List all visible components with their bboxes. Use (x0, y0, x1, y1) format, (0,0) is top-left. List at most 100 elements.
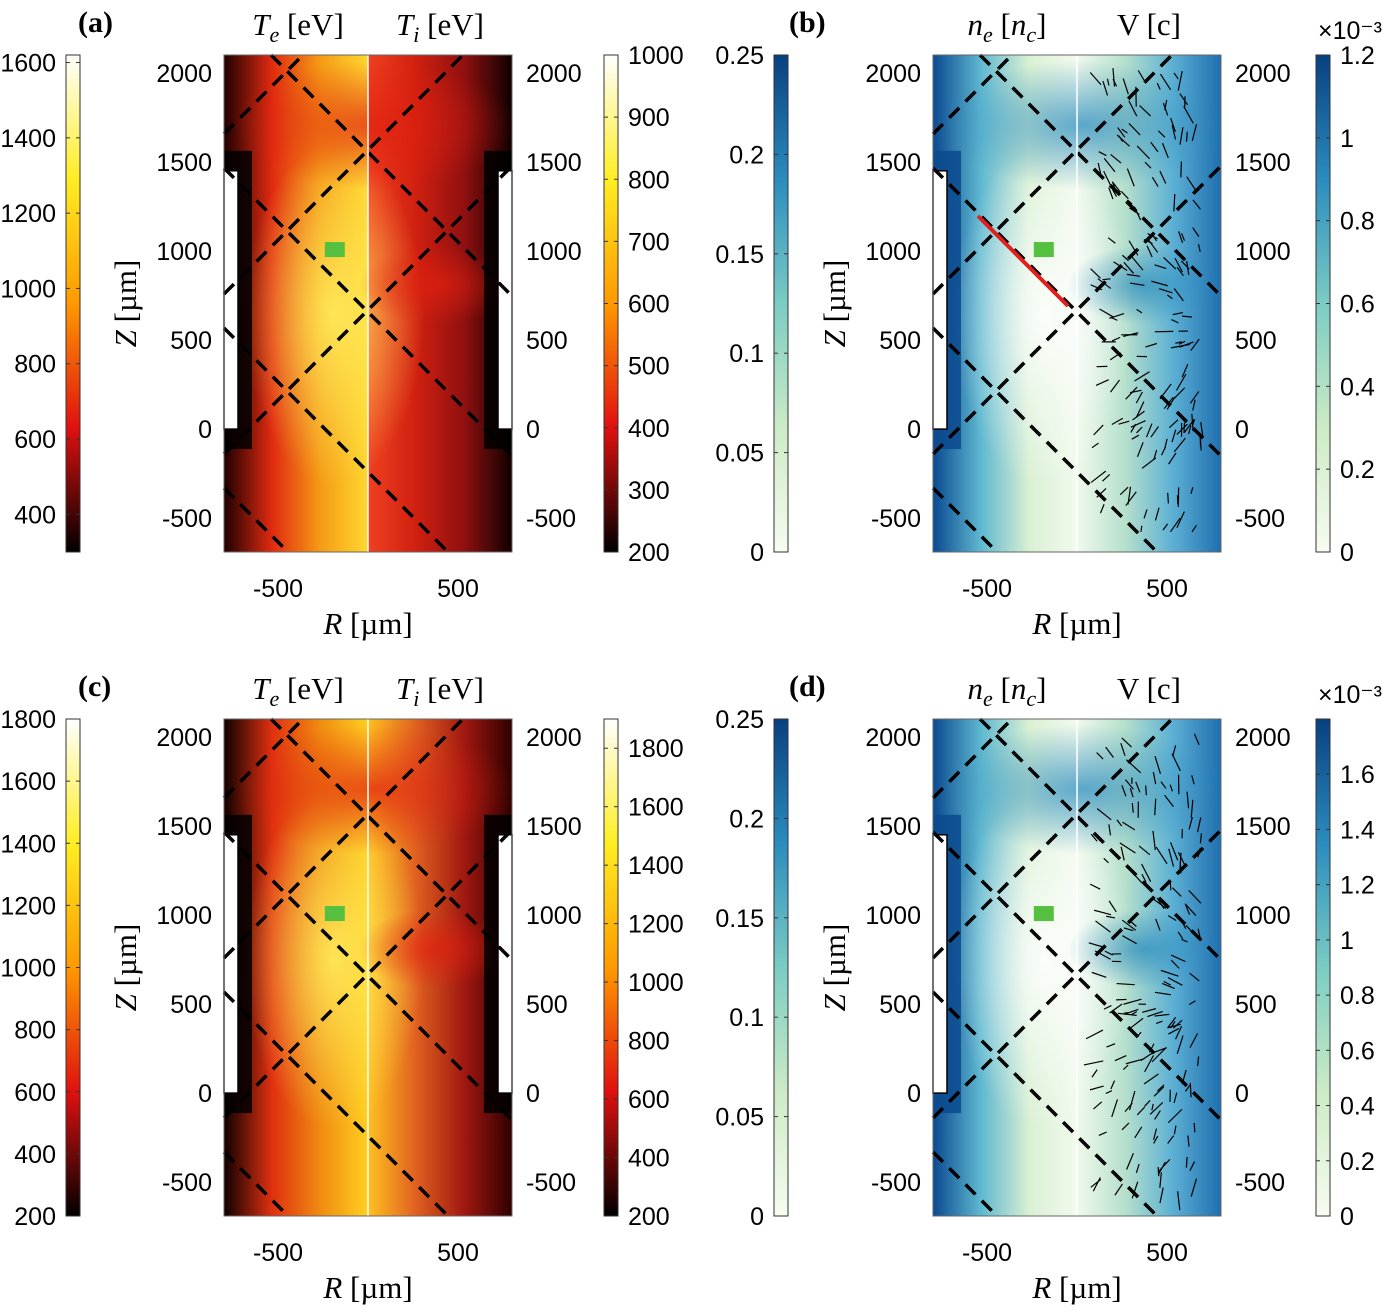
velocity-arrow (1121, 919, 1137, 931)
colorbar-tick-label: 600 (14, 426, 56, 454)
left-colorbar-scale (65, 54, 81, 553)
velocity-arrow (1187, 1135, 1190, 1147)
velocity-arrow (1173, 1125, 1177, 1135)
velocity-arrow (1110, 379, 1121, 393)
colorbar-tick-label: 0.6 (1340, 1037, 1375, 1065)
beam-line (978, 53, 1223, 298)
colorbar-tick-label: 0.2 (1340, 456, 1375, 484)
colorbar-tick-label: 1.6 (1340, 761, 1375, 789)
velocity-arrow (1184, 1084, 1191, 1092)
y-tick-label-right: 1500 (526, 149, 582, 177)
y-tick-label: 0 (907, 416, 921, 444)
velocity-arrow (1167, 1023, 1181, 1029)
right-colorbar (1315, 718, 1331, 1217)
y-axis-label: Z [µm] (108, 260, 143, 348)
y-axis-label: Z [µm] (817, 260, 852, 348)
velocity-arrow (1170, 959, 1180, 969)
velocity-arrow (1116, 982, 1135, 986)
velocity-arrow (1159, 73, 1172, 91)
velocity-arrow (1167, 1108, 1183, 1124)
y-tick-label: 2000 (865, 724, 921, 752)
velocity-arrow (1178, 231, 1184, 244)
colorbar-tick-label: 200 (628, 539, 670, 567)
x-axis-label: R [µm] (322, 1270, 412, 1305)
velocity-arrow (1158, 288, 1173, 294)
plot-frame (932, 718, 1222, 1217)
velocity-arrow (1091, 442, 1099, 449)
velocity-arrow (1175, 341, 1182, 344)
colorbar-tick-label: 0.8 (1340, 982, 1375, 1010)
velocity-arrow (1144, 1055, 1154, 1073)
y-tick-label: 500 (170, 991, 212, 1019)
velocity-arrow (1160, 781, 1167, 789)
target-marker (1033, 906, 1054, 922)
target-marker (1033, 242, 1054, 258)
velocity-arrow (1098, 1131, 1107, 1136)
velocity-arrow (1183, 106, 1194, 124)
velocity-arrow (1163, 980, 1171, 986)
velocity-arrow (1131, 256, 1144, 271)
beam-line (222, 717, 465, 960)
right-colorbar (603, 54, 619, 553)
velocity-arrow (1136, 426, 1143, 434)
velocity-arrow (1126, 1153, 1134, 1170)
velocity-arrow (1110, 153, 1122, 164)
colorbar-tick-label: 1000 (628, 42, 684, 70)
beam-line (978, 717, 1223, 962)
left-map-title: Te [eV] (252, 7, 344, 47)
hot-region (953, 789, 1133, 1129)
velocity-arrow (1172, 745, 1177, 757)
top-region (234, 724, 512, 854)
y-tick-label-right: 0 (526, 416, 540, 444)
velocity-arrow (1166, 396, 1176, 410)
velocity-arrow (1169, 784, 1173, 792)
top-region (234, 60, 512, 190)
velocity-arrow (1093, 1101, 1103, 1110)
velocity-arrow (1169, 842, 1179, 861)
velocity-arrow (1174, 257, 1183, 273)
colorbar-tick-label: 0 (1340, 1203, 1354, 1231)
right-colorbar-scale (1315, 718, 1331, 1217)
colorbar-tick-label: 1400 (0, 830, 56, 858)
velocity-arrow (1154, 798, 1157, 816)
velocity-arrow (1099, 504, 1105, 514)
velocity-arrow (1163, 256, 1177, 270)
velocity-arrow (1085, 1029, 1104, 1040)
y-tick-label-right: 500 (526, 327, 568, 355)
velocity-arrow (1134, 1126, 1143, 1139)
velocity-arrow (1167, 977, 1183, 986)
velocity-arrow (1176, 1035, 1184, 1054)
colorbar-tick-label: 1600 (628, 794, 684, 822)
velocity-arrow (1153, 1135, 1159, 1144)
velocity-arrow (1090, 470, 1107, 483)
left-electrode (932, 170, 948, 430)
x-axis-label: R [µm] (1031, 606, 1121, 641)
beam-line (222, 326, 450, 554)
velocity-arrow (1131, 802, 1134, 813)
velocity-arrow (1090, 833, 1098, 842)
right-map-title: Ti [eV] (396, 671, 484, 711)
y-tick-label-right: -500 (1235, 505, 1285, 533)
velocity-arrow (1129, 788, 1134, 798)
velocity-arrow (1150, 141, 1159, 153)
velocity-arrow (1096, 752, 1104, 760)
velocity-arrow (1118, 420, 1130, 425)
velocity-arrow (1120, 190, 1129, 200)
velocity-arrow (1121, 254, 1129, 262)
left-electrode (932, 834, 948, 1094)
velocity-arrow (1173, 387, 1186, 399)
velocity-arrow (1103, 857, 1109, 864)
velocity-arrow (1125, 491, 1137, 506)
y-tick-label-right: 1500 (1235, 149, 1291, 177)
velocity-arrow (1176, 266, 1184, 277)
right-electrode (497, 170, 513, 430)
left-colorbar (773, 718, 789, 1217)
velocity-arrow (1152, 898, 1167, 909)
velocity-arrow (1126, 168, 1135, 187)
laser-beams (222, 717, 514, 1218)
y-tick-label: -500 (162, 1169, 212, 1197)
velocity-arrow (1171, 753, 1181, 772)
colorbar-tick-label: 800 (628, 1028, 670, 1056)
velocity-arrow (1181, 315, 1192, 318)
velocity-arrow (1105, 746, 1114, 758)
